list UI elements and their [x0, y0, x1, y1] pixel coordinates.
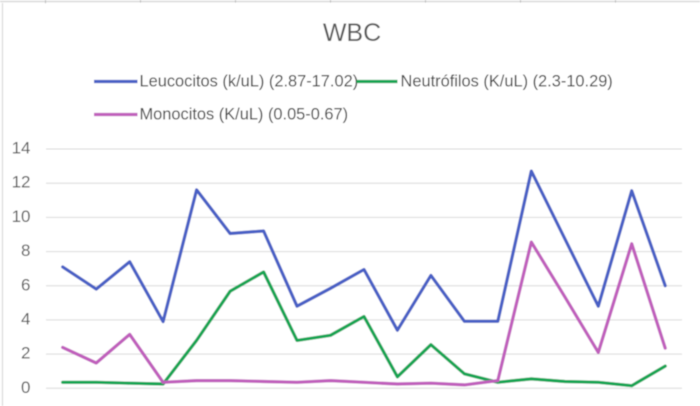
svg-text:10: 10 [12, 207, 31, 226]
svg-text:2: 2 [21, 344, 30, 363]
svg-text:Leucocitos (k/uL) (2.87-17.02): Leucocitos (k/uL) (2.87-17.02) [140, 73, 359, 91]
svg-text:12: 12 [12, 173, 31, 192]
svg-text:0: 0 [21, 378, 30, 397]
svg-text:Monocitos (K/uL) (0.05-0.67): Monocitos (K/uL) (0.05-0.67) [140, 106, 349, 124]
svg-text:WBC: WBC [323, 19, 381, 47]
svg-text:14: 14 [12, 139, 31, 158]
svg-text:8: 8 [21, 241, 30, 260]
svg-text:4: 4 [21, 309, 30, 328]
svg-text:6: 6 [21, 275, 30, 294]
svg-text:Neutrófilos (K/uL) (2.3-10.29): Neutrófilos (K/uL) (2.3-10.29) [401, 73, 613, 91]
